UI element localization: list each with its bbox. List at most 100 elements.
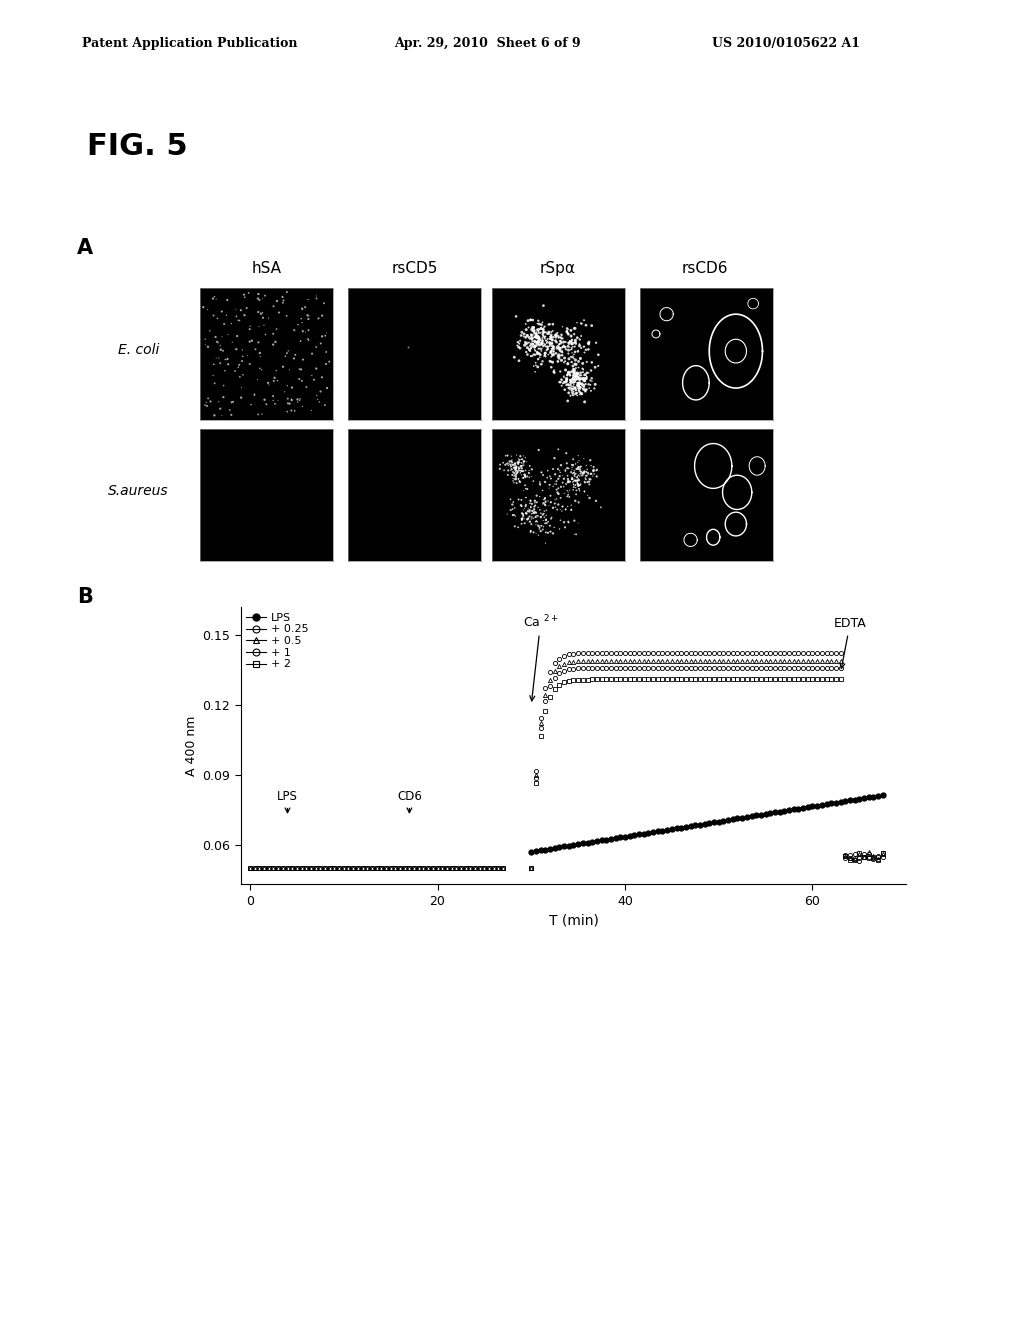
Point [564, 469, 581, 490]
Point [526, 331, 543, 352]
Point [554, 345, 570, 366]
Point [507, 516, 523, 537]
Point [513, 455, 529, 477]
Point [547, 325, 563, 346]
Point [509, 473, 525, 494]
Point [507, 458, 523, 479]
Point [559, 364, 575, 385]
Point [537, 487, 553, 508]
Point [582, 487, 598, 508]
Point [233, 387, 250, 408]
Point [555, 477, 571, 498]
Point [547, 490, 563, 511]
Point [254, 404, 270, 425]
Point [562, 339, 579, 360]
Point [543, 469, 559, 490]
Point [200, 388, 216, 409]
Point [558, 370, 574, 391]
Point [527, 341, 544, 362]
Point [568, 366, 585, 387]
Point [564, 469, 581, 490]
Point [523, 338, 540, 359]
Text: S.aureus: S.aureus [108, 484, 169, 498]
Point [570, 470, 587, 491]
Point [509, 461, 525, 482]
Point [566, 366, 583, 387]
Point [532, 515, 549, 536]
Point [540, 345, 556, 366]
Point [560, 319, 577, 341]
Point [260, 372, 276, 393]
Point [572, 457, 589, 478]
Point [566, 337, 583, 358]
Point [542, 343, 558, 364]
Point [287, 400, 303, 421]
Point [528, 327, 545, 348]
Point [570, 492, 587, 513]
Point [564, 337, 581, 358]
Point [559, 321, 575, 342]
Point [536, 516, 552, 537]
Point [570, 475, 587, 496]
Point [564, 463, 581, 484]
Point [565, 474, 582, 495]
Point [515, 504, 531, 525]
Point [276, 381, 293, 403]
Point [572, 455, 589, 477]
Point [574, 368, 591, 389]
Point [583, 463, 599, 484]
Point [561, 379, 578, 400]
Point [579, 366, 595, 387]
Point [312, 381, 329, 403]
Point [521, 459, 538, 480]
Point [580, 333, 596, 354]
Point [519, 500, 536, 521]
Point [529, 319, 546, 341]
Point [522, 335, 539, 356]
Point [550, 469, 566, 490]
Point [544, 507, 560, 528]
Point [572, 461, 589, 482]
Point [522, 309, 539, 330]
Point [268, 360, 285, 381]
Point [250, 284, 266, 305]
Point [551, 337, 567, 358]
Point [565, 374, 582, 395]
Point [561, 378, 578, 399]
Point [544, 330, 560, 351]
Point [223, 392, 240, 413]
Point [527, 515, 544, 536]
Point [560, 352, 577, 374]
Point [526, 322, 543, 343]
Point [519, 478, 536, 499]
Point [517, 478, 534, 499]
Point [535, 494, 551, 515]
Point [556, 352, 572, 374]
Point [552, 462, 568, 483]
Point [569, 474, 586, 495]
Point [543, 521, 559, 543]
Point [531, 343, 548, 364]
Point [513, 455, 529, 477]
Point [540, 337, 556, 358]
Point [564, 454, 581, 475]
Point [578, 364, 594, 385]
Point [546, 517, 562, 539]
Point [242, 315, 258, 337]
Point [524, 334, 541, 355]
Point [551, 334, 567, 355]
Point [583, 455, 599, 477]
Point [558, 339, 574, 360]
Point [564, 467, 581, 488]
Point [228, 306, 245, 327]
Point [560, 458, 577, 479]
Point [566, 466, 583, 487]
Point [552, 341, 568, 362]
Point [265, 371, 282, 392]
Point [538, 510, 554, 531]
Point [203, 391, 219, 412]
Point [526, 345, 543, 366]
Point [567, 470, 584, 491]
Point [583, 455, 599, 477]
Point [538, 337, 554, 358]
